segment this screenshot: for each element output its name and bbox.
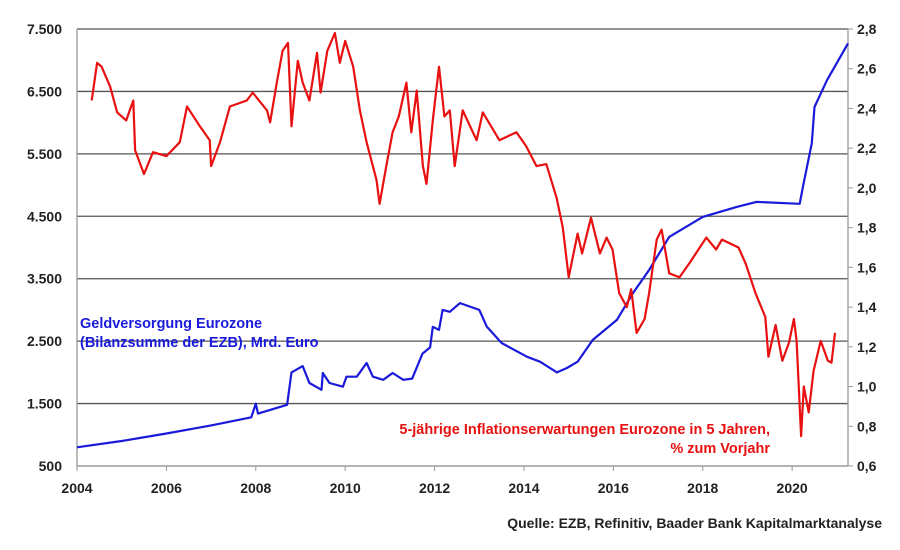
x-tick-label: 2014 bbox=[508, 480, 539, 496]
left-tick-label: 7.500 bbox=[27, 21, 62, 37]
left-y-axis-ticks: 7.500 6.500 5.500 4.500 3.500 2.500 1.500 500 bbox=[27, 21, 62, 474]
x-tick-label: 2004 bbox=[61, 480, 92, 496]
gridlines bbox=[76, 28, 853, 471]
right-tick-label: 2,4 bbox=[857, 100, 877, 116]
source-note: Quelle: EZB, Refinitiv, Baader Bank Kapi… bbox=[507, 515, 882, 531]
x-tick-label: 2018 bbox=[687, 480, 718, 496]
left-tick-label: 4.500 bbox=[27, 208, 62, 224]
x-tick-label: 2010 bbox=[330, 480, 361, 496]
inflation-expectations-line bbox=[90, 31, 837, 438]
blue-series-label-line1: Geldversorgung Eurozone bbox=[80, 316, 262, 332]
right-tick-label: 1,6 bbox=[857, 259, 877, 275]
series-lines bbox=[76, 31, 849, 449]
balance-sheet-line bbox=[76, 42, 849, 449]
blue-series-label-line2: (Bilanzsumme der EZB), Mrd. Euro bbox=[80, 335, 319, 351]
x-tick-label: 2012 bbox=[419, 480, 450, 496]
right-tick-label: 0,8 bbox=[857, 418, 877, 434]
right-tick-label: 1,4 bbox=[857, 299, 877, 315]
right-tick-label: 2,2 bbox=[857, 140, 877, 156]
right-tick-label: 1,8 bbox=[857, 220, 877, 236]
right-tick-label: 0,6 bbox=[857, 458, 877, 474]
right-y-axis-ticks: 2,8 2,6 2,4 2,2 2,0 1,8 1,6 1,4 1,2 1,0 0,8 0,6 bbox=[857, 21, 877, 474]
left-tick-label: 2.500 bbox=[27, 333, 62, 349]
left-tick-label: 500 bbox=[39, 458, 63, 474]
right-tick-label: 1,2 bbox=[857, 339, 877, 355]
left-tick-label: 6.500 bbox=[27, 83, 62, 99]
right-tick-label: 1,0 bbox=[857, 379, 877, 395]
red-series-label-line1: 5-jährige Inflationserwartungen Eurozone… bbox=[399, 422, 770, 438]
x-axis-ticks: 2004 2006 2008 2010 2012 2014 2016 2018 2020 bbox=[61, 480, 807, 496]
left-tick-label: 3.500 bbox=[27, 271, 62, 287]
x-tick-label: 2008 bbox=[240, 480, 271, 496]
right-tick-label: 2,6 bbox=[857, 61, 877, 77]
right-tick-label: 2,8 bbox=[857, 21, 877, 37]
red-series-label-line2: % zum Vorjahr bbox=[670, 441, 770, 457]
left-tick-label: 5.500 bbox=[27, 146, 62, 162]
x-tick-label: 2020 bbox=[777, 480, 808, 496]
x-tick-label: 2006 bbox=[151, 480, 182, 496]
left-tick-label: 1.500 bbox=[27, 396, 62, 412]
x-tick-label: 2016 bbox=[598, 480, 629, 496]
right-tick-label: 2,0 bbox=[857, 180, 877, 196]
